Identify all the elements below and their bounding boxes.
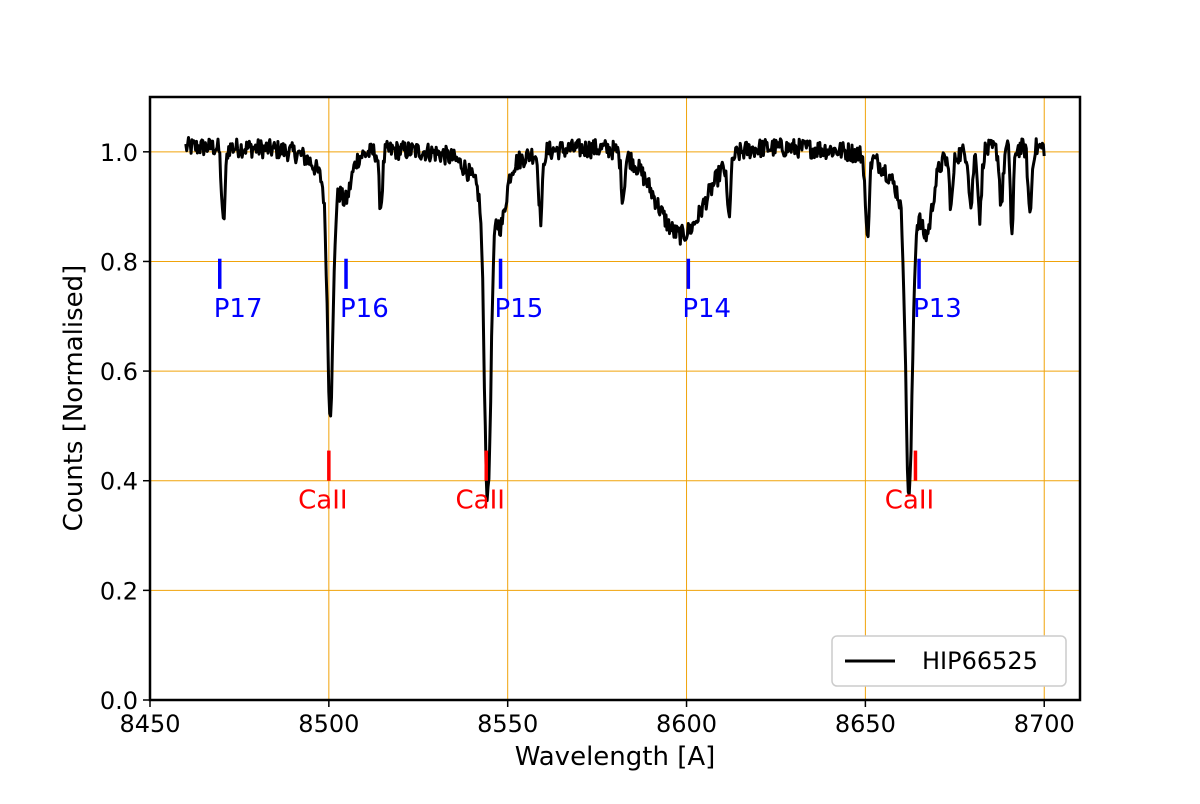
annotation-label: P17 <box>214 294 263 324</box>
y-tick-label: 0.2 <box>100 577 138 605</box>
y-tick-label: 0.0 <box>100 687 138 715</box>
x-tick-label: 8700 <box>1014 710 1075 738</box>
line-annotations: P17 P16 P15 P14 P13 CaII CaII CaII <box>214 258 962 516</box>
x-tick-label: 8650 <box>835 710 896 738</box>
annotation-label: CaII <box>885 486 934 516</box>
x-tick-label: 8450 <box>119 710 180 738</box>
y-tick-label: 1.0 <box>100 139 138 167</box>
legend: HIP66525 <box>831 635 1067 687</box>
annotation-label: P13 <box>913 294 962 324</box>
annotation-label: P15 <box>495 294 544 324</box>
annotation-label: CaII <box>298 486 347 516</box>
x-tick-label: 8500 <box>298 710 359 738</box>
x-tick-label: 8550 <box>477 710 538 738</box>
annotation-label: P16 <box>340 294 389 324</box>
y-tick-label: 0.8 <box>100 248 138 276</box>
y-tick-label: 0.4 <box>100 468 138 496</box>
x-tick-label: 8600 <box>656 710 717 738</box>
y-axis-title: Counts [Normalised] <box>59 265 89 532</box>
series-lines <box>184 136 1046 503</box>
y-tick-label: 0.6 <box>100 358 138 386</box>
plot-frame <box>148 95 1082 702</box>
legend-box <box>831 635 1067 687</box>
annotation-label: P14 <box>682 294 731 324</box>
annotation-label: CaII <box>456 486 505 516</box>
series-line-hip66525 <box>184 136 1046 503</box>
legend-label: HIP66525 <box>922 647 1038 675</box>
x-axis-title: Wavelength [A] <box>515 742 716 772</box>
axis-ticks: 8450 8500 8550 8600 8650 8700 0.0 0.2 0.4 0.6 0.8 1… <box>100 139 1075 738</box>
